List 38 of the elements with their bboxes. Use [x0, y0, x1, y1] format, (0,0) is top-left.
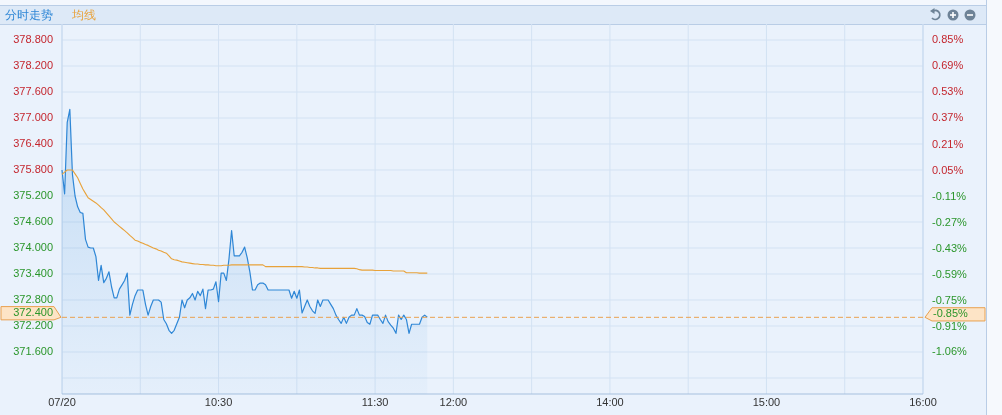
y2-tick-label: -0.43%: [932, 241, 968, 254]
y2-tick-label: 0.69%: [932, 59, 964, 72]
y2-tick-label: -0.27%: [932, 215, 968, 228]
y-tick-label: 374.600: [13, 214, 53, 227]
y2-tick-label: -0.59%: [932, 267, 968, 280]
y2-tick-label: -0.75%: [932, 294, 968, 306]
x-tick-label: 16:00: [909, 395, 937, 408]
y2-tick-label: 0.85%: [932, 33, 964, 46]
y2-tick-label: 0.21%: [932, 137, 964, 150]
y2-tick-label: -0.11%: [932, 189, 967, 202]
y-tick-label: 374.000: [13, 240, 53, 253]
text: 均线: [71, 7, 96, 22]
x-tick-label: 07/20: [48, 395, 76, 408]
y-tick-label: 377.600: [13, 84, 53, 97]
ref-line-label: 372.400: [13, 306, 53, 319]
y2-tick-label: -1.06%: [932, 344, 968, 357]
x-tick-label: 15:00: [752, 395, 781, 408]
x-tick-label: 12:00: [439, 395, 468, 408]
y2-tick-label: 0.37%: [932, 111, 964, 124]
y-tick-label: 372.200: [13, 318, 53, 331]
text: -0.85%: [933, 307, 969, 320]
y-tick-label: 375.800: [13, 162, 53, 175]
y2-tick-label: 0.53%: [932, 85, 964, 98]
y-tick-label: 378.200: [13, 58, 53, 71]
y-tick-label: 371.600: [13, 344, 53, 357]
y-tick-label: 377.000: [13, 110, 53, 123]
x-tick-label: 11:30: [361, 395, 389, 408]
y2-tick-label: 0.05%: [932, 163, 964, 176]
y-tick-label: 375.200: [13, 188, 53, 201]
line-series: [61, 169, 428, 274]
y-tick-label: 372.800: [13, 292, 53, 305]
x-tick-label: 10:30: [204, 395, 233, 408]
y2-tick-label: -0.91%: [932, 320, 968, 333]
text: 分时走势: [5, 7, 53, 22]
y-tick-label: 378.800: [13, 32, 53, 45]
y-tick-label: 373.400: [13, 266, 53, 279]
y-tick-label: 376.400: [13, 136, 53, 149]
x-tick-label: 14:00: [596, 395, 624, 408]
